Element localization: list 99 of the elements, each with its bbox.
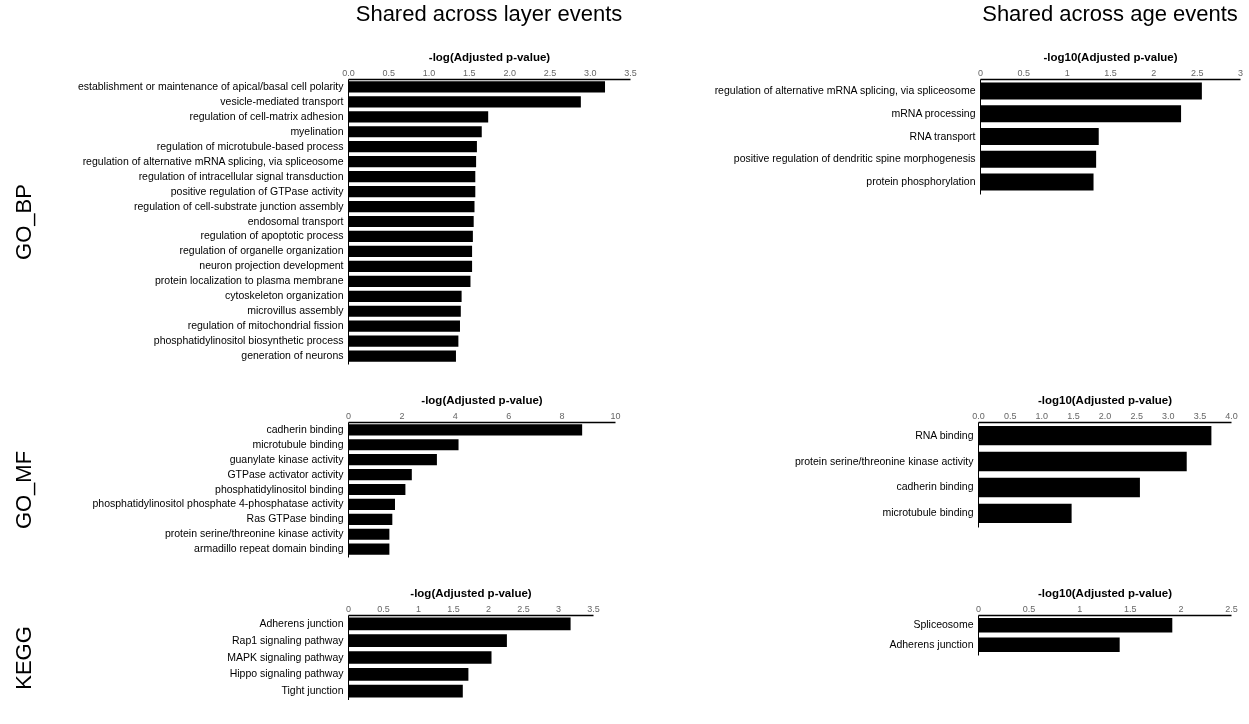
y-tick-label: Tight junction (281, 684, 344, 697)
x-tick-label: 4.0 (1225, 410, 1238, 421)
chart-title: Shared across layer events (355, 1, 623, 26)
x-tick-label: 1.5 (447, 603, 460, 614)
x-tick-label: 2.5 (517, 603, 530, 614)
y-tick-label: GTPase activator activity (227, 467, 345, 480)
y-axis-title: GO_MF (10, 450, 36, 530)
x-tick-label: 0.5 (1022, 603, 1036, 614)
y-tick-label: protein phosphorylation (866, 175, 976, 188)
y-tick-label: Adherens junction (259, 616, 344, 629)
x-tick-label: 2 (1178, 603, 1184, 614)
y-tick-label: generation of neurons (241, 349, 344, 362)
x-tick-label: 2.5 (1130, 410, 1143, 421)
x-tick-label: 1.0 (422, 67, 436, 78)
y-tick-label: RNA transport (909, 129, 976, 142)
y-axis-title: KEGG (10, 626, 36, 690)
y-tick-label: endosomal transport (247, 214, 344, 227)
y-tick-label: cadherin binding (266, 422, 344, 435)
x-axis-title: -log(Adjusted p-value) (428, 50, 551, 63)
y-tick-label: cytoskeleton organization (225, 289, 344, 302)
x-tick-label: 0 (345, 603, 352, 614)
y-tick-label: regulation of mitochondrial fission (187, 319, 344, 332)
y-tick-label: mRNA processing (891, 106, 976, 119)
x-tick-label: 2.0 (503, 67, 516, 78)
y-tick-label: regulation of apoptotic process (200, 229, 344, 242)
x-axis-title: -log10(Adjusted p-value) (1037, 586, 1173, 599)
x-tick-label: 0.5 (382, 67, 396, 78)
x-axis-title: -log10(Adjusted p-value) (1037, 393, 1173, 406)
x-tick-label: 0.0 (342, 67, 355, 78)
x-tick-label: 3.5 (624, 67, 637, 78)
x-tick-label: 0 (977, 67, 984, 78)
x-tick-label: 1.0 (1035, 410, 1049, 421)
x-tick-label: 0 (345, 410, 352, 421)
x-axis-title: -log(Adjusted p-value) (421, 393, 543, 406)
y-tick-label: phosphatidylinositol biosynthetic process (153, 334, 344, 347)
y-tick-label: RNA binding (915, 428, 974, 441)
x-tick-label: 2 (485, 603, 492, 614)
x-tick-label: 2.5 (1225, 603, 1238, 614)
y-tick-label: protein localization to plasma membrane (154, 274, 344, 287)
y-tick-label: Rap1 signaling pathway (232, 633, 345, 646)
x-tick-label: 1 (1064, 67, 1070, 78)
y-tick-label: neuron projection development (199, 259, 344, 272)
x-tick-label: 1.5 (1104, 67, 1117, 78)
x-tick-label: 4 (452, 410, 458, 421)
y-tick-label: protein serine/threonine kinase activity (794, 454, 975, 467)
x-tick-label: 1 (415, 603, 422, 614)
x-axis-title: -log(Adjusted p-value) (410, 586, 532, 599)
y-tick-label: guanylate kinase activity (229, 452, 345, 465)
x-tick-label: 0.5 (1017, 67, 1031, 78)
y-tick-label: MAPK signaling pathway (227, 650, 345, 663)
x-tick-label: 2.5 (1190, 67, 1204, 78)
y-tick-label: positive regulation of dendritic spine morphogenesis (733, 152, 976, 165)
y-tick-label: Ras GTPase binding (246, 512, 344, 525)
y-tick-label: microtubule binding (252, 437, 344, 450)
y-tick-label: regulation of cell-substrate junction assembly (133, 199, 345, 212)
x-tick-label: 3.0 (1161, 410, 1175, 421)
x-tick-label: 3 (555, 603, 562, 614)
x-tick-label: 2.0 (1098, 410, 1112, 421)
y-tick-label: armadillo repeat domain binding (194, 542, 344, 555)
x-tick-label: 10 (610, 410, 621, 421)
x-tick-label: 3.5 (587, 603, 600, 614)
x-tick-label: 0 (975, 603, 982, 614)
y-tick-label: establishment or maintenance of apical/basal cell polarity (77, 79, 345, 92)
y-tick-label: regulation of cell-matrix adhesion (189, 109, 344, 122)
y-tick-label: cadherin binding (896, 480, 974, 493)
x-tick-label: 2.5 (543, 67, 557, 78)
y-tick-label: microtubule binding (882, 506, 974, 519)
x-tick-label: 2 (1151, 67, 1157, 78)
x-tick-label: 0.5 (1003, 410, 1017, 421)
y-tick-label: myelination (290, 124, 344, 137)
x-tick-label: 1 (1077, 603, 1083, 614)
y-tick-label: regulation of alternative mRNA splicing, via spliceosome (82, 154, 344, 167)
chart-title: Shared across age events (982, 1, 1238, 26)
x-tick-label: 1.5 (1067, 410, 1080, 421)
x-axis-title: -log10(Adjusted p-value) (1043, 50, 1178, 63)
y-tick-label: Hippo signaling pathway (229, 667, 345, 680)
x-tick-label: 1.5 (463, 67, 476, 78)
x-tick-label: 2 (399, 410, 405, 421)
x-tick-label: 6 (506, 410, 512, 421)
y-tick-label: phosphatidylinositol phosphate 4-phosphatase activity (92, 497, 345, 510)
y-tick-label: Adherens junction (889, 637, 974, 650)
x-tick-label: 1.5 (1124, 603, 1137, 614)
x-tick-label: 0.5 (377, 603, 390, 614)
x-tick-label: 3 (1237, 67, 1244, 78)
x-tick-label: 3.0 (583, 67, 597, 78)
x-tick-label: 8 (559, 410, 565, 421)
y-tick-label: positive regulation of GTPase activity (170, 184, 345, 197)
x-tick-label: 3.5 (1193, 410, 1207, 421)
y-axis-title: GO_BP (10, 184, 36, 260)
y-tick-label: regulation of intracellular signal transduction (138, 169, 344, 182)
y-tick-label: vesicle-mediated transport (220, 94, 344, 107)
y-tick-label: regulation of alternative mRNA splicing, via spliceosome (714, 83, 976, 96)
y-tick-label: microvillus assembly (247, 304, 345, 317)
y-tick-label: regulation of microtubule-based process (156, 139, 344, 152)
y-tick-label: protein serine/threonine kinase activity (164, 527, 345, 540)
y-tick-label: Spliceosome (913, 618, 974, 631)
x-tick-label: 0.0 (972, 410, 985, 421)
y-tick-label: phosphatidylinositol binding (215, 482, 344, 495)
y-tick-label: regulation of organelle organization (179, 244, 344, 257)
